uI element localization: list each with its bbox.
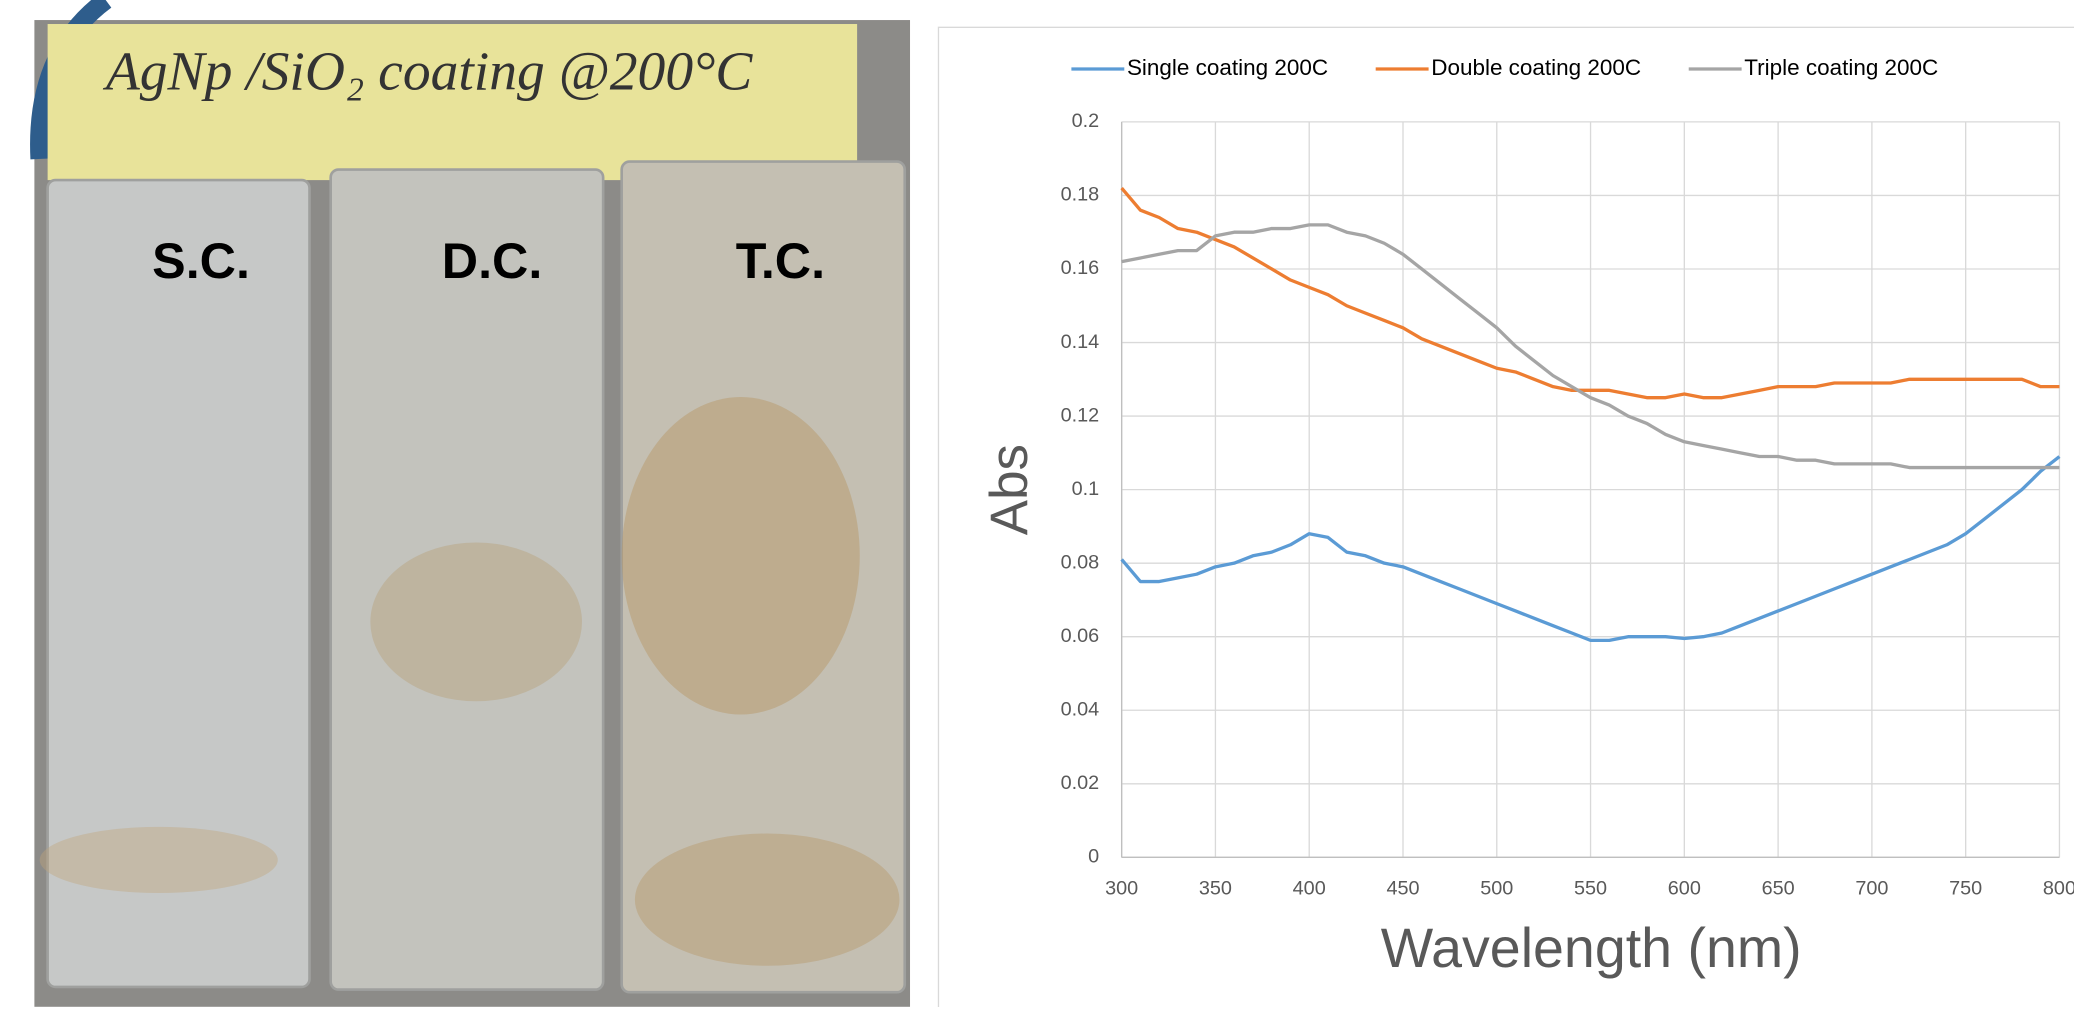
stain xyxy=(39,826,278,894)
y-axis-label: Abs xyxy=(980,444,1039,535)
y-tick-label: 0.06 xyxy=(1061,625,1100,647)
x-tick-label: 500 xyxy=(1480,877,1513,899)
slide-label: S.C. xyxy=(152,233,250,289)
x-tick-label: 550 xyxy=(1574,877,1607,899)
slide xyxy=(46,178,311,989)
x-tick-label: 300 xyxy=(1105,877,1138,899)
slide-label: D.C. xyxy=(442,233,543,289)
x-axis-label: Wavelength (nm) xyxy=(1381,917,1802,979)
x-tick-label: 600 xyxy=(1668,877,1701,899)
stain xyxy=(370,542,582,702)
x-tick-label: 450 xyxy=(1386,877,1419,899)
legend-label: Triple coating 200C xyxy=(1744,55,1938,80)
slide-label: T.C. xyxy=(736,233,825,289)
note-text: AgNp /SiO₂ coating @200°C xyxy=(102,41,753,103)
chart-frame xyxy=(937,26,2074,1012)
y-tick-label: 0 xyxy=(1088,846,1099,868)
legend-label: Double coating 200C xyxy=(1431,55,1641,80)
y-tick-label: 0.1 xyxy=(1072,478,1100,500)
y-tick-label: 0.12 xyxy=(1061,404,1100,426)
x-tick-label: 400 xyxy=(1293,877,1326,899)
y-tick-label: 0.02 xyxy=(1061,772,1100,794)
y-tick-label: 0.18 xyxy=(1061,184,1100,206)
y-tick-label: 0.04 xyxy=(1061,698,1100,720)
y-tick-label: 0.08 xyxy=(1061,551,1100,573)
photo: AgNp /SiO₂ coating @200°C S.C. D.C. T.C. xyxy=(30,0,911,1007)
stain xyxy=(621,397,860,715)
y-tick-label: 0.16 xyxy=(1061,257,1100,279)
x-tick-label: 700 xyxy=(1855,877,1888,899)
x-tick-label: 750 xyxy=(1949,877,1982,899)
y-tick-label: 0.2 xyxy=(1072,110,1100,132)
data-line xyxy=(1120,187,2060,400)
x-tick-label: 800 xyxy=(2043,877,2074,899)
x-tick-label: 650 xyxy=(1762,877,1795,899)
data-line xyxy=(1121,223,2060,470)
stain xyxy=(634,833,900,966)
sticky-note xyxy=(47,24,858,181)
data-line xyxy=(1120,455,2061,643)
y-tick-label: 0.14 xyxy=(1061,331,1100,353)
x-tick-label: 350 xyxy=(1199,877,1232,899)
legend-label: Single coating 200C xyxy=(1127,55,1328,80)
